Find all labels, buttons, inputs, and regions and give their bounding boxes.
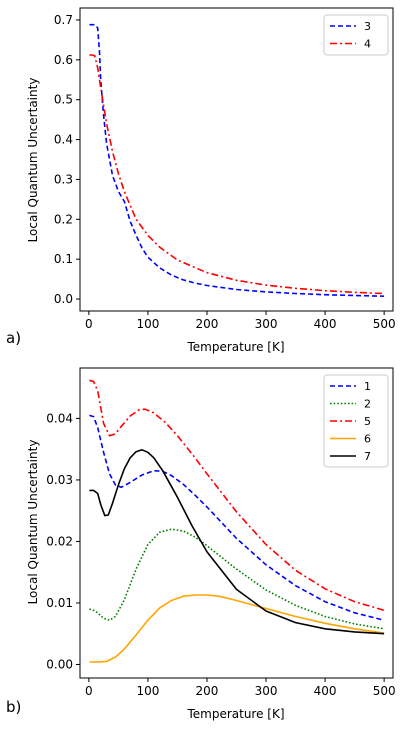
- y-tick-label: 0.2: [54, 212, 73, 226]
- x-tick-label: 300: [255, 317, 278, 331]
- y-tick-label: 0.1: [54, 252, 73, 266]
- y-tick-label: 0.6: [54, 53, 73, 67]
- y-tick-label: 0.00: [46, 657, 73, 671]
- panel-b-label: b): [6, 698, 21, 716]
- legend-box: [323, 14, 389, 56]
- panel-a-x-ticks: 0 100 200 300 400 500: [85, 311, 396, 331]
- panel-a-ylabel: Local Quantum Uncertainty: [26, 78, 40, 243]
- panel-b-legend: 1 2 5 6 7: [323, 374, 389, 468]
- y-tick-label: 0.4: [54, 133, 73, 147]
- panel-a-label: a): [6, 329, 21, 347]
- legend-label-7: 7: [364, 450, 371, 463]
- panel-b-axes-frame: [79, 367, 394, 679]
- series-line-2: [89, 528, 385, 630]
- x-tick-label: 200: [196, 317, 219, 331]
- series-line-5: [89, 379, 385, 612]
- x-tick-label: 400: [314, 684, 337, 698]
- x-tick-label: 100: [136, 317, 159, 331]
- panel-b-y-ticks: 0.00 0.01 0.02 0.03 0.04: [46, 411, 80, 671]
- x-tick-label: 300: [255, 684, 278, 698]
- x-tick-label: 200: [196, 684, 219, 698]
- x-tick-label: 400: [314, 317, 337, 331]
- panel-a-legend: 34: [323, 14, 389, 56]
- legend-label-1: 1: [364, 380, 371, 393]
- panel-a: 0 100 200 300 400 500 0.00.10.20.30.40.50.60.…: [6, 7, 396, 354]
- x-tick-label: 500: [373, 317, 396, 331]
- y-tick-label: 0.04: [46, 411, 73, 425]
- y-tick-label: 0.5: [54, 93, 73, 107]
- panel-b-series-lines: [89, 379, 385, 663]
- panel-b-x-ticks: 0 100 200 300 400 500: [85, 678, 396, 698]
- x-tick-label: 500: [373, 684, 396, 698]
- panel-b-ylabel: Local Quantum Uncertainty: [26, 440, 40, 605]
- y-tick-label: 0.0: [54, 292, 73, 306]
- panel-a-series-lines: [89, 23, 385, 297]
- legend-label-5: 5: [364, 415, 371, 428]
- series-line-3: [89, 23, 385, 297]
- y-tick-label: 0.7: [54, 13, 73, 27]
- y-tick-label: 0.03: [46, 473, 73, 487]
- y-tick-label: 0.02: [46, 534, 73, 548]
- legend-label-6: 6: [364, 433, 371, 446]
- legend-label-4: 4: [364, 38, 371, 51]
- series-line-4: [89, 54, 385, 295]
- y-tick-label: 0.01: [46, 596, 73, 610]
- x-tick-label: 0: [85, 317, 93, 331]
- panel-b: 0 100 200 300 400 500 0.00 0.01 0.02 0.03 0.04 Te…: [6, 367, 396, 721]
- panel-a-axes-frame: [79, 7, 394, 312]
- panel-b-xlabel: Temperature [K]: [186, 707, 284, 721]
- panel-a-xlabel: Temperature [K]: [186, 340, 284, 354]
- y-tick-label: 0.3: [54, 172, 73, 186]
- series-line-7: [89, 449, 385, 635]
- legend-label-3: 3: [364, 20, 371, 33]
- series-line-6: [89, 594, 385, 663]
- x-tick-label: 100: [136, 684, 159, 698]
- panel-a-y-ticks: 0.0 0.1 0.2 0.3 0.4 0.5 0.6 0.7: [54, 13, 80, 306]
- x-tick-label: 0: [85, 684, 93, 698]
- legend-label-2: 2: [364, 398, 371, 411]
